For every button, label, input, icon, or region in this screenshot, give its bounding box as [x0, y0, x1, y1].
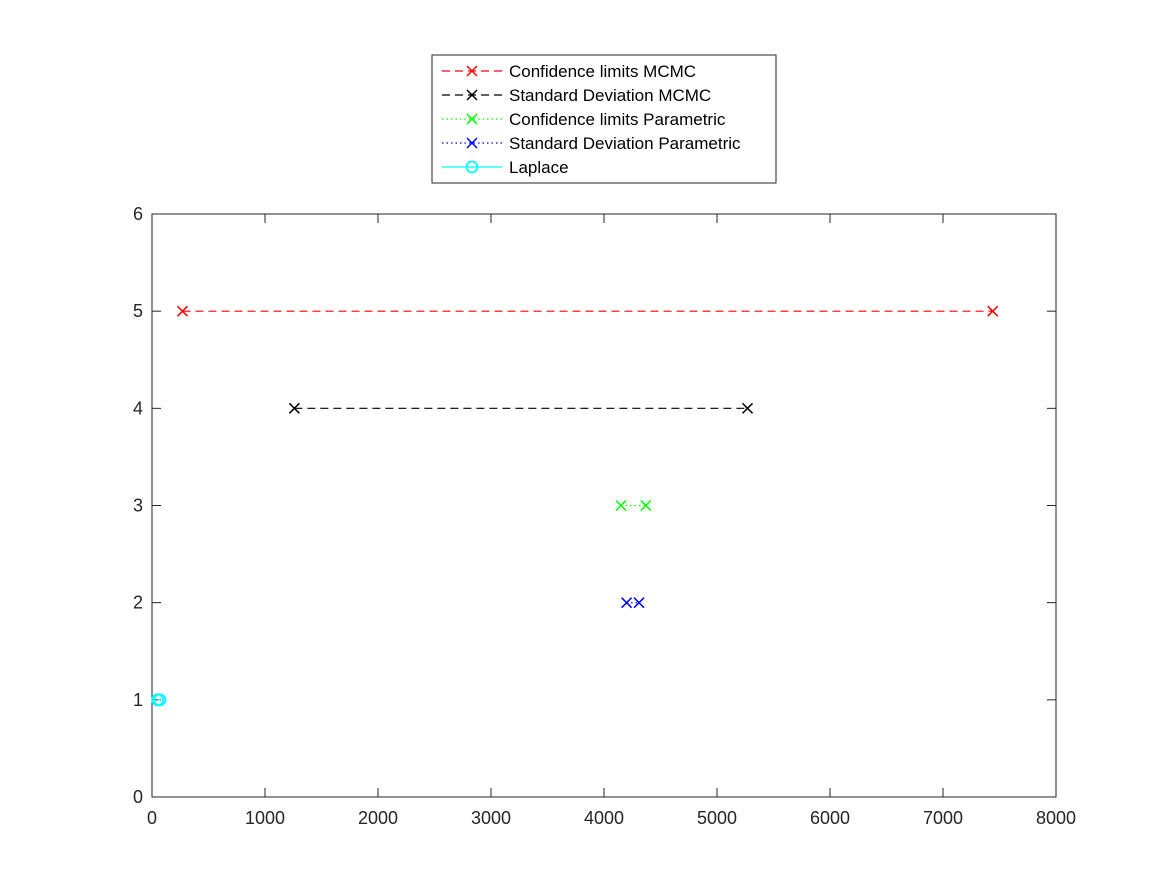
y-tick-label: 0 — [133, 787, 143, 807]
data-point-marker-stroke-b — [288, 402, 300, 414]
legend-entry: Standard Deviation Parametric — [442, 134, 741, 153]
data-point-marker — [633, 597, 645, 609]
legend-entry: Confidence limits MCMC — [442, 62, 696, 81]
x-tick-label: 3000 — [471, 808, 511, 828]
y-tick-label: 6 — [133, 204, 143, 224]
y-tick-label: 4 — [133, 398, 143, 418]
x-tick-label: 0 — [147, 808, 157, 828]
legend-marker-sample — [465, 160, 479, 174]
legend-label: Confidence limits MCMC — [509, 62, 696, 81]
x-tick-label: 8000 — [1036, 808, 1076, 828]
legend: Confidence limits MCMC Standard Deviation… — [431, 54, 777, 184]
y-tick-label: 2 — [133, 593, 143, 613]
legend-marker-sample-stroke-b — [466, 89, 478, 101]
x-tick-label: 7000 — [923, 808, 963, 828]
legend-label: Standard Deviation Parametric — [509, 134, 741, 153]
x-tick-label: 2000 — [358, 808, 398, 828]
legend-marker-sample-stroke-b — [466, 113, 478, 125]
series-4 — [621, 597, 645, 609]
x-tick-label: 5000 — [697, 808, 737, 828]
data-point-marker — [987, 305, 999, 317]
data-point-marker — [176, 305, 189, 317]
legend-marker-sample — [466, 113, 478, 125]
data-point-marker — [640, 499, 652, 512]
plot-area: 0 1000 2000 3000 4000 5000 6000 7000 8000 0 1 2 3 4 5 6 — [133, 204, 1076, 828]
data-point-marker-stroke-b — [633, 597, 645, 609]
legend-marker-sample — [466, 89, 478, 101]
data-point-marker — [621, 597, 633, 609]
legend-label: Confidence limits Parametric — [509, 110, 726, 129]
series-5 — [151, 693, 167, 707]
data-point-marker-stroke-b — [987, 305, 999, 317]
legend-entry: Confidence limits Parametric — [442, 110, 726, 129]
series-1 — [176, 305, 999, 317]
y-tick-label: 1 — [133, 690, 143, 710]
data-point-marker-stroke-b — [615, 499, 627, 512]
data-point-marker — [288, 402, 300, 414]
legend-marker-sample-stroke-b — [466, 137, 478, 149]
x-tick-label: 4000 — [584, 808, 624, 828]
data-point-marker-stroke-b — [640, 499, 652, 512]
y-tick-label: 3 — [133, 496, 143, 516]
legend-marker-sample-stroke-b — [466, 65, 478, 77]
data-point-marker — [153, 693, 167, 707]
data-point-marker — [615, 499, 627, 512]
data-point-marker — [741, 402, 754, 414]
legend-entry: Standard Deviation MCMC — [442, 86, 711, 105]
y-tick-label: 5 — [133, 301, 143, 321]
series-3 — [615, 499, 652, 512]
legend-label: Standard Deviation MCMC — [509, 86, 711, 105]
data-point-marker-stroke-b — [176, 305, 189, 317]
legend-box — [431, 54, 777, 184]
x-tick-label: 1000 — [245, 808, 285, 828]
legend-marker-sample — [466, 65, 478, 77]
legend-marker-sample — [466, 137, 478, 149]
series-2 — [288, 402, 754, 414]
data-point-marker-stroke-b — [741, 402, 754, 414]
legend-label: Laplace — [509, 158, 569, 177]
data-point-marker-stroke-b — [621, 597, 633, 609]
legend-entry: Laplace — [442, 158, 569, 177]
x-tick-label: 6000 — [810, 808, 850, 828]
